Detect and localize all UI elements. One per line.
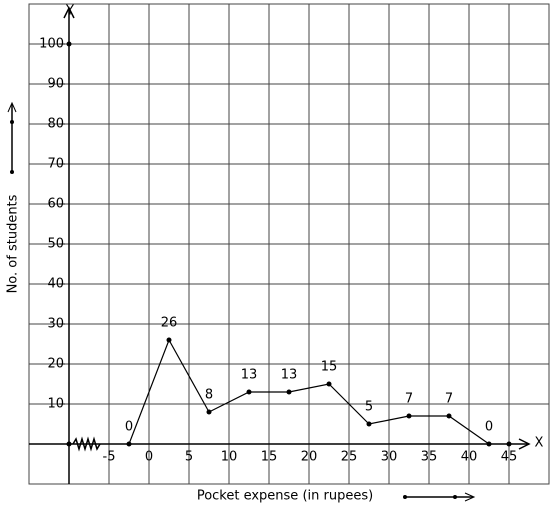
x-tick-label: 15 bbox=[261, 450, 278, 465]
data-label: 13 bbox=[241, 368, 258, 383]
y-tick-label: 40 bbox=[47, 277, 64, 292]
x-tick-label: 10 bbox=[221, 450, 238, 465]
decor-arrow bbox=[464, 492, 476, 502]
data-label: 8 bbox=[205, 388, 213, 403]
x-tick-label: 40 bbox=[461, 450, 478, 465]
x-axis-arrow bbox=[518, 438, 531, 450]
y-tick-label: 100 bbox=[39, 37, 64, 52]
data-line bbox=[128, 338, 490, 445]
plot-border bbox=[28, 3, 550, 485]
data-point bbox=[486, 441, 492, 447]
data-point bbox=[126, 441, 132, 447]
x-axis-name: X bbox=[535, 436, 544, 451]
y-axis-arrow bbox=[63, 6, 75, 19]
axis-break bbox=[72, 436, 101, 452]
axis-dot bbox=[66, 41, 72, 47]
data-label: 15 bbox=[321, 360, 338, 375]
x-axis-label: Pocket expense (in rupees) bbox=[197, 489, 373, 504]
data-point bbox=[286, 389, 292, 395]
data-point bbox=[326, 381, 332, 387]
data-label: 5 bbox=[365, 400, 373, 415]
data-label: 7 bbox=[445, 392, 453, 407]
y-tick-label: 50 bbox=[47, 237, 64, 252]
y-axis-label: No. of students bbox=[6, 194, 21, 293]
x-tick-label: 30 bbox=[381, 450, 398, 465]
data-label: 7 bbox=[405, 392, 413, 407]
y-tick-label: 80 bbox=[47, 117, 64, 132]
decor-dot bbox=[10, 120, 14, 124]
x-tick-label: 45 bbox=[501, 450, 518, 465]
decor-dot bbox=[453, 495, 457, 499]
data-point bbox=[446, 413, 452, 419]
x-tick-label: 0 bbox=[145, 450, 153, 465]
x-tick-label: 5 bbox=[185, 450, 193, 465]
data-point bbox=[246, 389, 252, 395]
origin-dot bbox=[66, 441, 72, 447]
decor-dot bbox=[10, 170, 14, 174]
x-tick-label: 35 bbox=[421, 450, 438, 465]
y-tick-label: 10 bbox=[47, 397, 64, 412]
y-tick-label: 30 bbox=[47, 317, 64, 332]
data-point bbox=[206, 409, 212, 415]
y-tick-label: 20 bbox=[47, 357, 64, 372]
data-label: 26 bbox=[161, 316, 178, 331]
data-point bbox=[166, 337, 172, 343]
data-point bbox=[406, 413, 412, 419]
y-tick-label: 90 bbox=[47, 77, 64, 92]
data-label: 0 bbox=[125, 420, 133, 435]
y-axis-name: Y bbox=[65, 4, 74, 19]
data-point bbox=[366, 421, 372, 427]
data-label: 13 bbox=[281, 368, 298, 383]
x-tick-label: -5 bbox=[103, 450, 116, 465]
decor-arrow bbox=[7, 101, 17, 113]
y-tick-label: 70 bbox=[47, 157, 64, 172]
axis-dot bbox=[506, 441, 512, 447]
x-tick-label: 20 bbox=[301, 450, 318, 465]
y-tick-label: 60 bbox=[47, 197, 64, 212]
decor-dot bbox=[403, 495, 407, 499]
data-label: 0 bbox=[485, 420, 493, 435]
x-tick-label: 25 bbox=[341, 450, 358, 465]
